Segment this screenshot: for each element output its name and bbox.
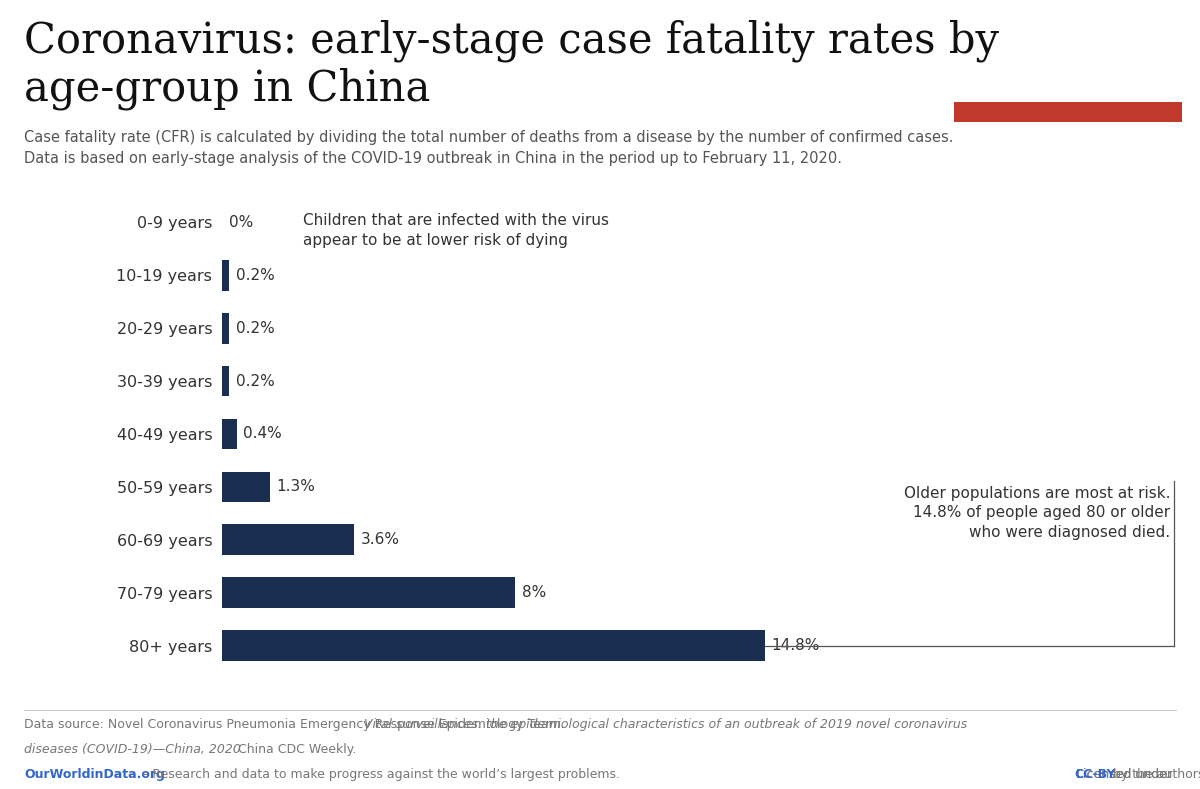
Text: 0%: 0% <box>229 215 253 230</box>
Text: by the authors.: by the authors. <box>1109 768 1200 781</box>
Text: Data source: Novel Coronavirus Pneumonia Emergency Response Epidemiology Team.: Data source: Novel Coronavirus Pneumonia… <box>24 718 569 731</box>
Text: Older populations are most at risk.
14.8% of people aged 80 or older
who were di: Older populations are most at risk. 14.8… <box>904 485 1170 540</box>
Bar <box>222 260 229 290</box>
Text: 3.6%: 3.6% <box>361 533 400 548</box>
Bar <box>222 630 764 661</box>
Bar <box>222 525 354 555</box>
Text: – Research and data to make progress against the world’s largest problems.: – Research and data to make progress aga… <box>138 768 620 781</box>
Text: China CDC Weekly.: China CDC Weekly. <box>234 743 356 756</box>
Text: Children that are infected with the virus
appear to be at lower risk of dying: Children that are infected with the viru… <box>302 213 608 248</box>
Text: Coronavirus: early-stage case fatality rates by
age-group in China: Coronavirus: early-stage case fatality r… <box>24 20 998 110</box>
Text: Licensed under: Licensed under <box>1076 768 1176 781</box>
Bar <box>954 103 1182 122</box>
Text: 0.2%: 0.2% <box>236 320 275 335</box>
Text: 0.4%: 0.4% <box>244 426 282 442</box>
Bar <box>222 419 236 449</box>
Text: OurWorldinData.org: OurWorldinData.org <box>24 768 164 781</box>
Bar <box>222 366 229 396</box>
Text: diseases (COVID-19)—China, 2020.: diseases (COVID-19)—China, 2020. <box>24 743 245 756</box>
Bar <box>222 312 229 343</box>
Text: 8%: 8% <box>522 585 546 600</box>
Text: CC-BY: CC-BY <box>1074 768 1116 781</box>
Bar <box>222 578 516 608</box>
Text: 0.2%: 0.2% <box>236 373 275 388</box>
Text: 0.2%: 0.2% <box>236 267 275 282</box>
Text: 1.3%: 1.3% <box>276 480 316 495</box>
Text: Case fatality rate (CFR) is calculated by dividing the total number of deaths fr: Case fatality rate (CFR) is calculated b… <box>24 130 954 166</box>
Bar <box>222 472 270 502</box>
Text: Licensed under: Licensed under <box>1076 768 1176 781</box>
Text: Vital surveillances: the epidemiological characteristics of an outbreak of 2019 : Vital surveillances: the epidemiological… <box>364 718 967 731</box>
Text: 14.8%: 14.8% <box>772 638 820 653</box>
Text: Our World
in Data: Our World in Data <box>1013 35 1123 77</box>
